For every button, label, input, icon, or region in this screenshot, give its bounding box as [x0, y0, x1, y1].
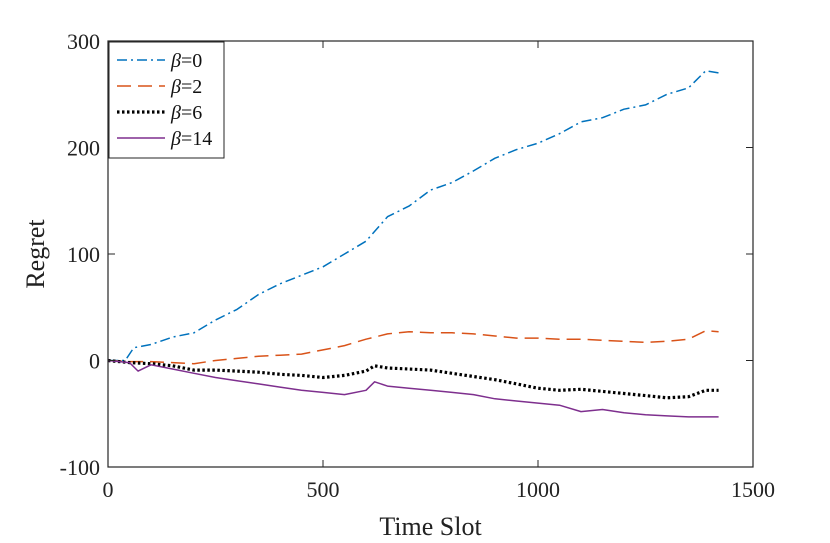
legend-suffix: =2 — [181, 76, 202, 98]
legend-suffix: =6 — [181, 102, 202, 124]
x-tick-label: 500 — [307, 477, 340, 502]
legend-label-0: β=0 — [170, 50, 202, 72]
legend-suffix: =0 — [181, 50, 202, 72]
legend: β=0β=2β=6β=14 — [108, 41, 225, 159]
legend-label-2: β=6 — [170, 102, 202, 124]
x-tick-label: 0 — [103, 477, 114, 502]
legend-symbol: β — [170, 128, 181, 150]
y-tick-label: 100 — [67, 242, 100, 267]
tick-group — [107, 40, 754, 468]
series-line-2 — [107, 358, 719, 400]
legend-suffix: =14 — [181, 128, 212, 150]
legend-symbol: β — [170, 50, 181, 72]
series-line-0 — [108, 70, 719, 362]
y-tick-label: 200 — [67, 136, 100, 161]
y-tick-label: -100 — [60, 455, 100, 480]
x-tick-label: 1500 — [731, 477, 775, 502]
legend-symbol: β — [170, 76, 181, 98]
series-line-3 — [107, 359, 719, 418]
legend-symbol: β — [170, 102, 181, 124]
legend-label-1: β=2 — [170, 76, 202, 98]
x-tick-label: 1000 — [516, 477, 560, 502]
y-axis-title: Regret — [21, 219, 50, 289]
legend-label-3: β=14 — [170, 128, 212, 150]
y-tick-label: 300 — [67, 29, 100, 54]
x-axis-title: Time Slot — [379, 512, 482, 541]
y-tick-label: 0 — [89, 349, 100, 374]
series-group — [107, 70, 719, 418]
